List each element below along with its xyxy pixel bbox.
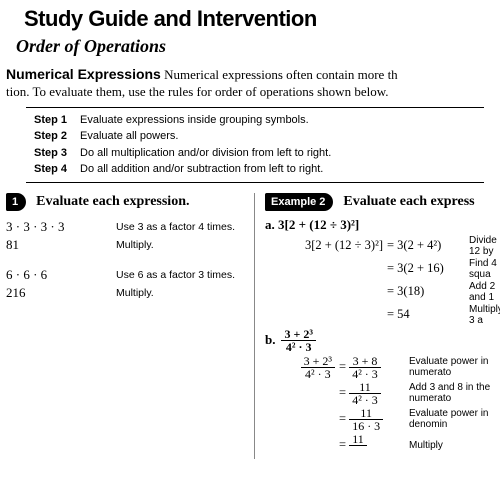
ex2-a-r3: = 3(18) [387,284,469,299]
ex1-b-line2: 216 [6,285,116,301]
ex1-b-line1: 6 · 6 · 6 [6,267,116,283]
ex1-a-note1: Use 3 as a factor 4 times. [116,219,235,235]
ex1-a-note2: Multiply. [116,237,154,253]
ex2-b-frac: 3 + 2³4² · 3 [281,328,315,353]
ex2-b-r4-note: Multiply [409,440,443,451]
step3-label: Step 3 [34,145,80,162]
ex2-a-r1-note: Divide 12 by [469,235,500,257]
ex2-a-r2-note: Find 4 squa [469,258,500,280]
step1-text: Evaluate expressions inside grouping sym… [80,114,309,126]
ex2-a-r4: = 54 [387,307,469,322]
ex2-b-label: b. [265,332,275,348]
ex2-b-frac-num: 3 + 2³ [281,328,315,341]
ex2-a-label: a. 3[2 + (12 ÷ 3)²] [265,217,500,233]
ex1-b-note1: Use 6 as a factor 3 times. [116,267,235,283]
example-2-tab: Example 2 [265,193,333,211]
ex2-b-r1-lhs: 3 + 2³4² · 3 [301,355,335,380]
example-2: Example 2 Evaluate each express a. 3[2 +… [255,193,500,459]
ex2-a-lhs: 3[2 + (12 ÷ 3)²] [265,238,387,253]
ex2-b-r1-note: Evaluate power in numerato [409,356,500,378]
steps-box: Step 1Evaluate expressions inside groupi… [26,107,484,183]
step3-text: Do all multiplication and/or division fr… [80,147,331,159]
example-2-title: Evaluate each express [343,194,474,210]
ex2-b-r2-note: Add 3 and 8 in the numerato [409,382,500,404]
ex1-a-line1: 3 · 3 · 3 · 3 [6,219,116,235]
page-title: Study Guide and Intervention [24,6,494,32]
ex1-a-line2: 81 [6,237,116,253]
ex2-a-r2: = 3(2 + 16) [387,261,469,276]
example-1-tab: 1 [6,193,26,211]
examples-row: 1 Evaluate each expression. 3 · 3 · 3 · … [6,193,494,459]
intro-text2: tion. To evaluate them, use the rules fo… [6,84,389,99]
page-subtitle: Order of Operations [16,36,494,57]
ex2-b-r4-rhs: 11 [349,433,367,458]
ex2-a-r4-note: Multiply 3 a [469,304,500,326]
ex2-b-r3-rhs: 1116 · 3 [349,407,383,432]
step2-label: Step 2 [34,128,80,145]
step4-text: Do all addition and/or subtraction from … [80,163,323,175]
example-1: 1 Evaluate each expression. 3 · 3 · 3 · … [6,193,255,459]
intro-text: Numerical expressions often contain more… [164,67,398,82]
ex2-b-r2-rhs: 114² · 3 [349,381,381,406]
ex1-b-note2: Multiply. [116,285,154,301]
ex2-b-r1-rhs: 3 + 84² · 3 [349,355,381,380]
step2-text: Evaluate all powers. [80,130,178,142]
ex2-b-r3-note: Evaluate power in denomin [409,408,500,430]
step1-label: Step 1 [34,112,80,129]
ex2-a-r1: = 3(2 + 4²) [387,238,469,253]
ex2-b-label-row: b. 3 + 2³4² · 3 [265,328,500,353]
ex2-b-frac-den: 4² · 3 [281,341,315,353]
example-1-title: Evaluate each expression. [36,194,189,210]
step4-label: Step 4 [34,161,80,178]
intro-paragraph: Numerical Expressions Numerical expressi… [6,65,494,101]
ex2-a-r3-note: Add 2 and 1 [469,281,500,303]
intro-lead: Numerical Expressions [6,66,161,82]
